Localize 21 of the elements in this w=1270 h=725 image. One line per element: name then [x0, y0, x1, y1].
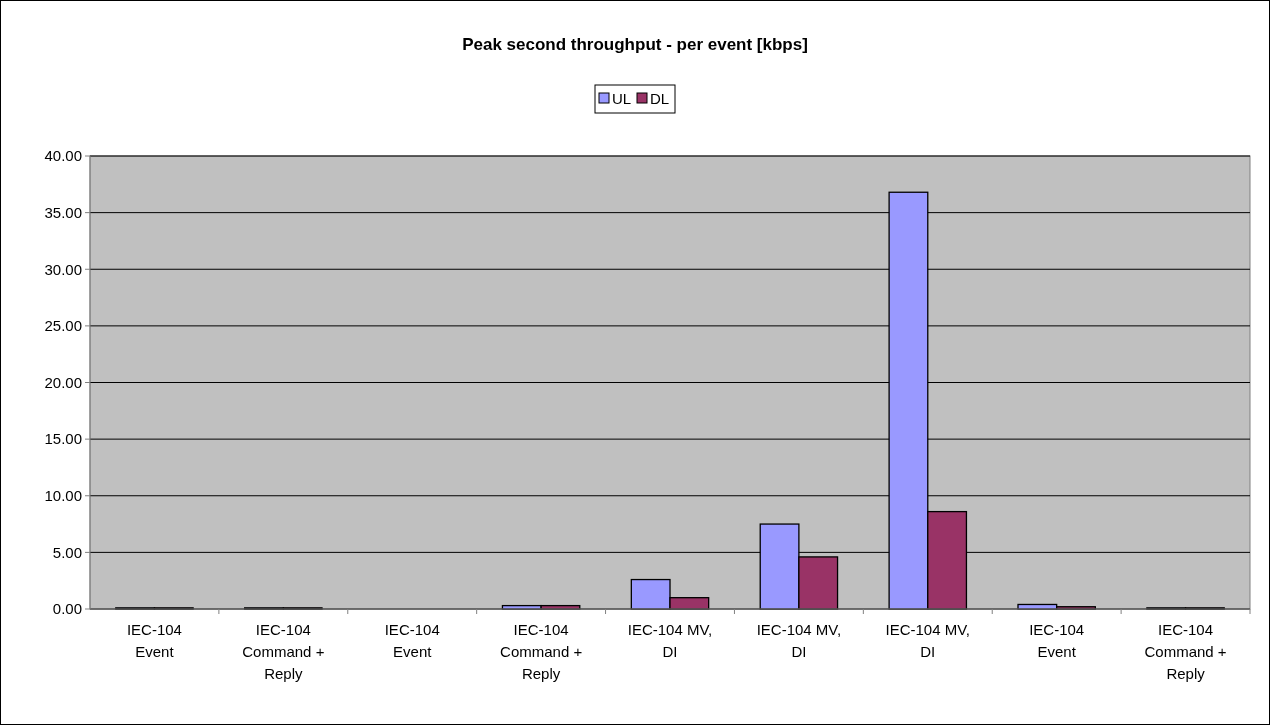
- x-tick-label: IEC-104 Event: [1029, 621, 1085, 660]
- y-tick-label: 0.00: [52, 600, 82, 618]
- chart-title: Peak second throughput - per event [kbps]: [462, 35, 808, 54]
- x-tick-label: IEC-104 Command + Reply: [1144, 621, 1227, 682]
- x-tick-label: IEC-104 Command + Reply: [500, 621, 583, 682]
- x-tick-label: IEC-104 MV, DI: [627, 621, 713, 660]
- x-tick-label: IEC-104 MV, DI: [756, 621, 842, 660]
- y-tick-label: 35.00: [44, 203, 82, 221]
- y-tick-label: 15.00: [44, 430, 82, 448]
- y-tick-label: 5.00: [52, 543, 82, 561]
- x-tick-label: IEC-104 MV, DI: [885, 621, 971, 660]
- x-tick-label: IEC-104 Event: [384, 621, 440, 660]
- x-tick-label: IEC-104 Event: [126, 621, 182, 660]
- y-tick-label: 40.00: [44, 147, 82, 165]
- legend-label: DL: [650, 90, 670, 108]
- y-tick-label: 10.00: [44, 487, 82, 504]
- legend-label: UL: [612, 90, 632, 108]
- x-tick-label: IEC-104 Command + Reply: [242, 621, 325, 682]
- y-tick-label: 30.00: [44, 260, 82, 278]
- y-tick-label: 20.00: [44, 373, 82, 391]
- y-tick-label: 25.00: [44, 317, 82, 335]
